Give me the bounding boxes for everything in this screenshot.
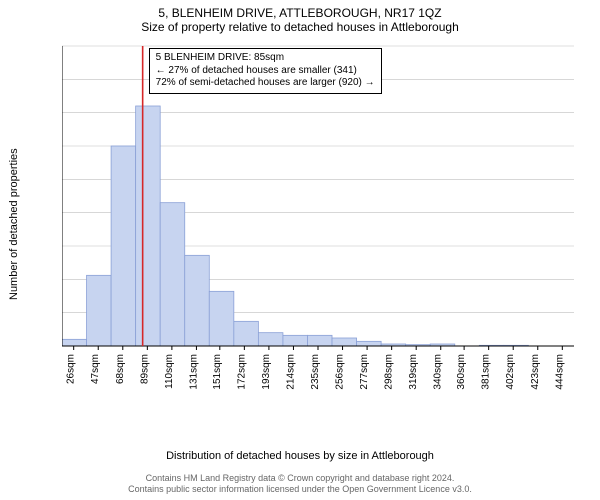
svg-text:172sqm: 172sqm — [236, 354, 247, 390]
copyright: Contains HM Land Registry data © Crown c… — [0, 473, 600, 496]
svg-text:131sqm: 131sqm — [188, 354, 199, 390]
x-axis-label: Distribution of detached houses by size … — [0, 450, 600, 462]
svg-text:193sqm: 193sqm — [261, 354, 272, 390]
svg-text:402sqm: 402sqm — [505, 354, 516, 390]
svg-text:444sqm: 444sqm — [554, 354, 565, 390]
callout-line3: 72% of semi-detached houses are larger (… — [156, 77, 375, 90]
svg-text:381sqm: 381sqm — [481, 354, 492, 390]
svg-text:89sqm: 89sqm — [139, 354, 150, 384]
svg-text:235sqm: 235sqm — [310, 354, 321, 390]
chart-container: 5, BLENHEIM DRIVE, ATTLEBOROUGH, NR17 1Q… — [0, 0, 600, 500]
svg-text:256sqm: 256sqm — [335, 354, 346, 390]
title-line1: 5, BLENHEIM DRIVE, ATTLEBOROUGH, NR17 1Q… — [0, 0, 600, 20]
svg-text:26sqm: 26sqm — [66, 354, 77, 384]
histogram-plot: 05010015020025030035040045026sqm47sqm68s… — [62, 42, 578, 402]
svg-text:47sqm: 47sqm — [90, 354, 101, 384]
svg-text:423sqm: 423sqm — [530, 354, 541, 390]
callout-line2: ← 27% of detached houses are smaller (34… — [156, 65, 375, 78]
svg-text:319sqm: 319sqm — [408, 354, 419, 390]
svg-text:214sqm: 214sqm — [285, 354, 296, 390]
svg-text:360sqm: 360sqm — [456, 354, 467, 390]
title-line2: Size of property relative to detached ho… — [0, 20, 600, 38]
callout-box: 5 BLENHEIM DRIVE: 85sqm ← 27% of detache… — [149, 48, 382, 94]
copyright-line2: Contains public sector information licen… — [0, 484, 600, 496]
svg-text:340sqm: 340sqm — [433, 354, 444, 390]
chart-area: 05010015020025030035040045026sqm47sqm68s… — [62, 42, 578, 402]
svg-text:151sqm: 151sqm — [212, 354, 223, 390]
svg-text:277sqm: 277sqm — [359, 354, 370, 390]
svg-text:68sqm: 68sqm — [115, 354, 126, 384]
callout-line1: 5 BLENHEIM DRIVE: 85sqm — [156, 52, 375, 65]
svg-text:298sqm: 298sqm — [384, 354, 395, 390]
copyright-line1: Contains HM Land Registry data © Crown c… — [0, 473, 600, 485]
svg-text:110sqm: 110sqm — [164, 354, 175, 389]
y-axis-label: Number of detached properties — [8, 148, 20, 300]
